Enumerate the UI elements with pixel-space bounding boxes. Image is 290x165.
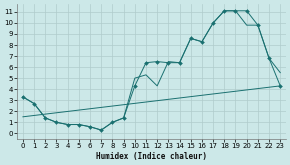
- X-axis label: Humidex (Indice chaleur): Humidex (Indice chaleur): [96, 152, 207, 161]
